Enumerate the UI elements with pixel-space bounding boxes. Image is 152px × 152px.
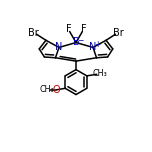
Text: F: F (66, 24, 71, 34)
Text: CH₃: CH₃ (39, 85, 54, 94)
Text: −: − (77, 36, 83, 45)
Text: N: N (55, 42, 63, 52)
Text: O: O (53, 85, 60, 95)
Text: +: + (94, 40, 100, 50)
Text: F: F (81, 24, 86, 34)
Text: N: N (89, 42, 97, 52)
Text: CH₃: CH₃ (92, 69, 107, 78)
Text: Br: Br (114, 28, 124, 38)
Text: Br: Br (28, 28, 38, 38)
Text: B: B (73, 37, 79, 47)
